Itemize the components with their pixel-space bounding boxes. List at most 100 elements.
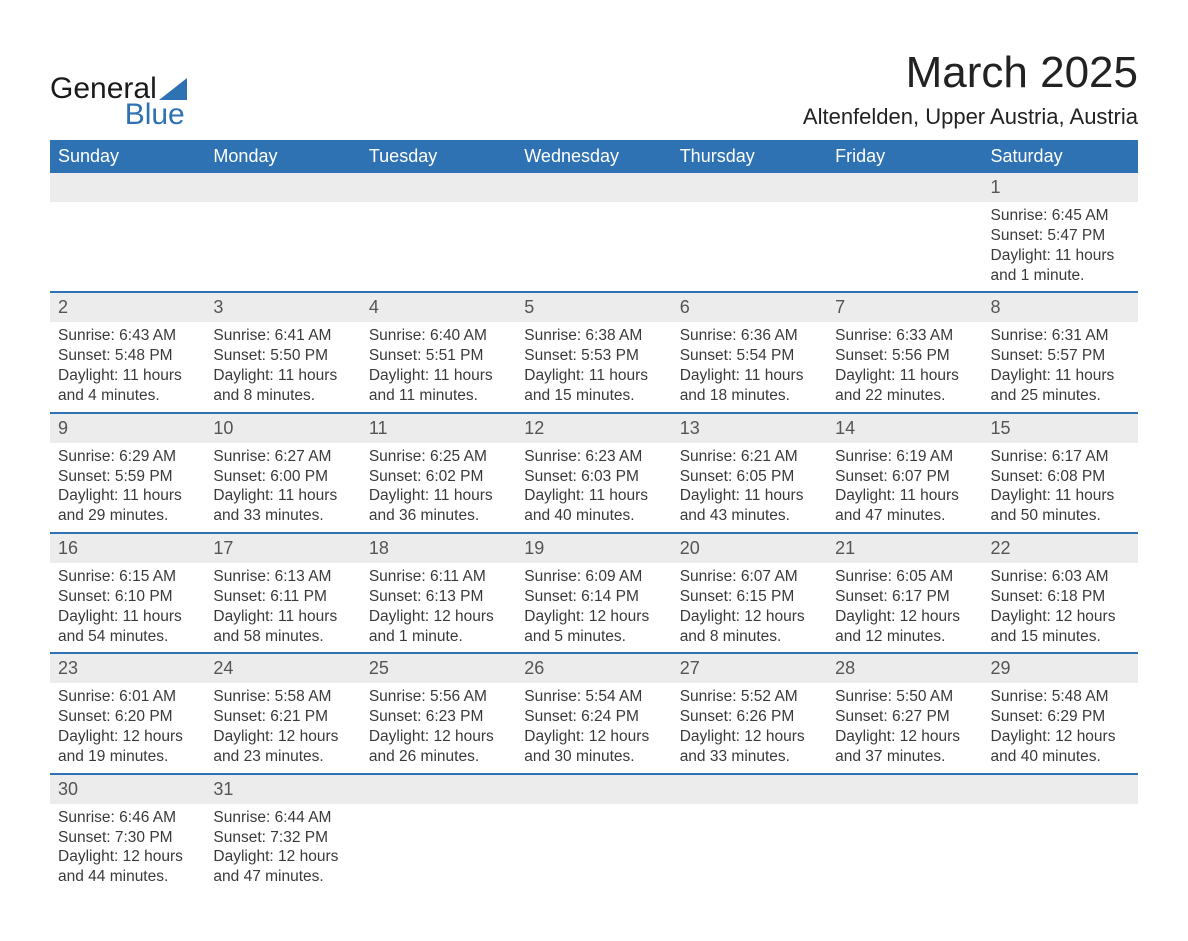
sunset-text: Sunset: 6:02 PM [369,467,508,487]
sunset-text: Sunset: 6:21 PM [213,707,352,727]
day-number-cell: 5 [516,292,671,322]
day1-text: Daylight: 11 hours [213,607,352,627]
day-number-cell: 14 [827,413,982,443]
day-info-cell [361,804,516,893]
day-number-cell: 11 [361,413,516,443]
sunset-text: Sunset: 5:50 PM [213,346,352,366]
day-number-row: 2345678 [50,292,1138,322]
sunset-text: Sunset: 5:54 PM [680,346,819,366]
sunset-text: Sunset: 6:08 PM [991,467,1130,487]
day1-text: Daylight: 12 hours [369,607,508,627]
day-number-cell: 24 [205,653,360,683]
day-number-cell: 6 [672,292,827,322]
brand-line2: Blue [50,100,187,130]
day1-text: Daylight: 11 hours [835,486,974,506]
sunset-text: Sunset: 5:53 PM [524,346,663,366]
day-number-cell [672,173,827,202]
day-info-cell: Sunrise: 6:01 AMSunset: 6:20 PMDaylight:… [50,683,205,773]
day-info-cell: Sunrise: 5:58 AMSunset: 6:21 PMDaylight:… [205,683,360,773]
day-info-cell: Sunrise: 5:50 AMSunset: 6:27 PMDaylight:… [827,683,982,773]
day-info-cell: Sunrise: 6:17 AMSunset: 6:08 PMDaylight:… [983,443,1138,533]
day1-text: Daylight: 11 hours [680,366,819,386]
day1-text: Daylight: 11 hours [680,486,819,506]
day2-text: and 33 minutes. [680,747,819,767]
sunrise-text: Sunrise: 6:11 AM [369,567,508,587]
day-info-cell: Sunrise: 6:29 AMSunset: 5:59 PMDaylight:… [50,443,205,533]
sunset-text: Sunset: 6:11 PM [213,587,352,607]
day1-text: Daylight: 11 hours [524,366,663,386]
sunset-text: Sunset: 6:03 PM [524,467,663,487]
page-header: General Blue March 2025 Altenfelden, Upp… [50,48,1138,130]
day2-text: and 47 minutes. [835,506,974,526]
day-info-row: Sunrise: 6:46 AMSunset: 7:30 PMDaylight:… [50,804,1138,893]
sunset-text: Sunset: 6:17 PM [835,587,974,607]
day-info-cell: Sunrise: 6:33 AMSunset: 5:56 PMDaylight:… [827,322,982,412]
title-block: March 2025 Altenfelden, Upper Austria, A… [803,48,1138,130]
day-info-cell: Sunrise: 6:21 AMSunset: 6:05 PMDaylight:… [672,443,827,533]
day1-text: Daylight: 12 hours [991,727,1130,747]
sunset-text: Sunset: 5:51 PM [369,346,508,366]
weekday-header: Monday [205,140,360,173]
day-info-cell: Sunrise: 6:13 AMSunset: 6:11 PMDaylight:… [205,563,360,653]
day-number-cell: 13 [672,413,827,443]
day-number-cell: 21 [827,533,982,563]
day1-text: Daylight: 11 hours [369,366,508,386]
day-info-cell: Sunrise: 6:05 AMSunset: 6:17 PMDaylight:… [827,563,982,653]
sunrise-text: Sunrise: 6:41 AM [213,326,352,346]
day2-text: and 40 minutes. [524,506,663,526]
day1-text: Daylight: 12 hours [991,607,1130,627]
day2-text: and 54 minutes. [58,627,197,647]
sunrise-text: Sunrise: 6:19 AM [835,447,974,467]
day-number-cell: 18 [361,533,516,563]
day2-text: and 1 minute. [991,266,1130,286]
day-number-cell [672,774,827,804]
sunrise-text: Sunrise: 5:52 AM [680,687,819,707]
sunset-text: Sunset: 6:18 PM [991,587,1130,607]
day-info-cell [516,202,671,292]
day-info-cell: Sunrise: 6:40 AMSunset: 5:51 PMDaylight:… [361,322,516,412]
day2-text: and 30 minutes. [524,747,663,767]
day2-text: and 40 minutes. [991,747,1130,767]
sunrise-text: Sunrise: 6:23 AM [524,447,663,467]
day-info-cell: Sunrise: 6:44 AMSunset: 7:32 PMDaylight:… [205,804,360,893]
sunrise-text: Sunrise: 6:29 AM [58,447,197,467]
day-info-row: Sunrise: 6:29 AMSunset: 5:59 PMDaylight:… [50,443,1138,533]
day-number-cell: 22 [983,533,1138,563]
day-info-cell: Sunrise: 6:09 AMSunset: 6:14 PMDaylight:… [516,563,671,653]
sunrise-text: Sunrise: 5:56 AM [369,687,508,707]
sunrise-text: Sunrise: 6:07 AM [680,567,819,587]
day1-text: Daylight: 12 hours [524,727,663,747]
day2-text: and 47 minutes. [213,867,352,887]
day-info-cell: Sunrise: 6:27 AMSunset: 6:00 PMDaylight:… [205,443,360,533]
sunset-text: Sunset: 6:15 PM [680,587,819,607]
day-number-cell: 26 [516,653,671,683]
day-info-cell: Sunrise: 6:43 AMSunset: 5:48 PMDaylight:… [50,322,205,412]
sunset-text: Sunset: 6:05 PM [680,467,819,487]
day2-text: and 5 minutes. [524,627,663,647]
day2-text: and 1 minute. [369,627,508,647]
day2-text: and 18 minutes. [680,386,819,406]
day-number-cell: 1 [983,173,1138,202]
day1-text: Daylight: 12 hours [680,607,819,627]
day2-text: and 44 minutes. [58,867,197,887]
day1-text: Daylight: 12 hours [58,847,197,867]
day-number-row: 23242526272829 [50,653,1138,683]
day-info-cell: Sunrise: 5:56 AMSunset: 6:23 PMDaylight:… [361,683,516,773]
day-info-cell: Sunrise: 6:11 AMSunset: 6:13 PMDaylight:… [361,563,516,653]
day-info-cell: Sunrise: 6:45 AMSunset: 5:47 PMDaylight:… [983,202,1138,292]
sunset-text: Sunset: 6:23 PM [369,707,508,727]
day-number-cell: 30 [50,774,205,804]
sunrise-text: Sunrise: 6:40 AM [369,326,508,346]
day2-text: and 12 minutes. [835,627,974,647]
day2-text: and 8 minutes. [680,627,819,647]
day-number-cell: 15 [983,413,1138,443]
sunset-text: Sunset: 6:26 PM [680,707,819,727]
sunrise-text: Sunrise: 6:31 AM [991,326,1130,346]
day1-text: Daylight: 11 hours [991,366,1130,386]
day-number-cell [50,173,205,202]
sunrise-text: Sunrise: 6:33 AM [835,326,974,346]
sunrise-text: Sunrise: 6:21 AM [680,447,819,467]
day-info-row: Sunrise: 6:45 AMSunset: 5:47 PMDaylight:… [50,202,1138,292]
day2-text: and 23 minutes. [213,747,352,767]
sunrise-text: Sunrise: 6:03 AM [991,567,1130,587]
